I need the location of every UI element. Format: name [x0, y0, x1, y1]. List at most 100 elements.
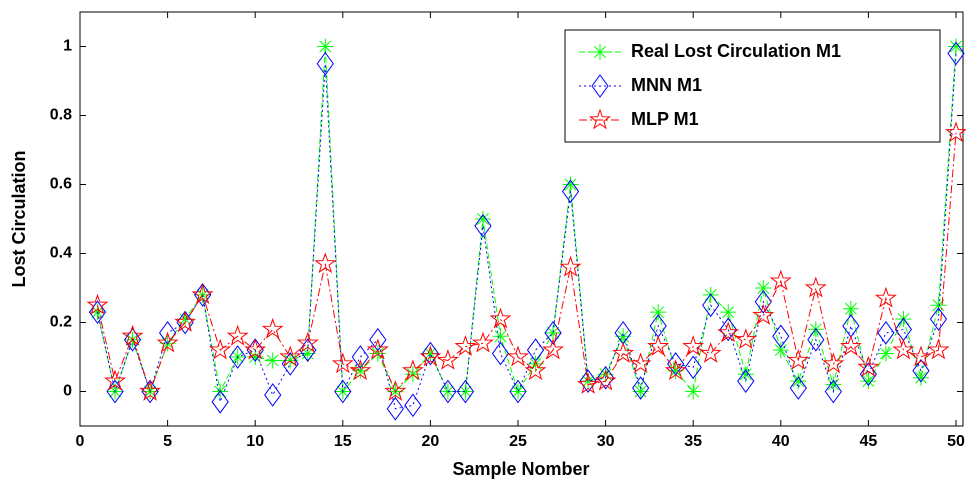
marker [457, 383, 474, 400]
marker [104, 369, 127, 391]
legend-box [564, 29, 941, 143]
x-tick-label: 30 [597, 433, 615, 450]
marker [667, 362, 684, 379]
marker [545, 324, 562, 341]
x-tick-label: 25 [509, 433, 527, 450]
marker [474, 214, 492, 238]
marker [299, 345, 316, 362]
marker [492, 328, 509, 345]
marker [542, 338, 564, 360]
marker [456, 379, 475, 404]
marker [787, 348, 810, 370]
marker [842, 300, 859, 317]
marker [139, 379, 162, 401]
marker [702, 293, 720, 318]
marker [559, 255, 582, 277]
legend-label: Real Lost Circulation M1 [631, 41, 841, 61]
y-tick-label: 0.6 [50, 176, 72, 193]
x-tick-label: 40 [772, 433, 790, 450]
marker [615, 328, 632, 345]
marker [824, 379, 842, 404]
marker [755, 280, 772, 296]
x-tick-label: 5 [163, 433, 172, 450]
marker [596, 365, 615, 390]
marker [316, 51, 334, 76]
marker [419, 345, 442, 367]
marker [299, 338, 317, 362]
marker [629, 352, 652, 374]
y-tick-label: 0.4 [50, 245, 72, 262]
marker [859, 362, 878, 387]
marker [454, 335, 477, 356]
marker [947, 41, 965, 66]
marker [349, 359, 372, 381]
marker [141, 379, 159, 404]
marker [734, 328, 757, 350]
marker [929, 307, 948, 331]
y-tick-label: 1 [63, 38, 72, 55]
marker [562, 176, 579, 193]
marker [156, 331, 179, 353]
marker [579, 369, 597, 394]
marker [874, 286, 897, 308]
marker [807, 327, 825, 352]
x-tick-label: 35 [684, 433, 702, 450]
marker [632, 376, 650, 400]
x-tick-label: 0 [76, 433, 85, 450]
marker [176, 310, 194, 335]
marker [386, 396, 404, 421]
marker [912, 358, 930, 383]
marker [421, 341, 440, 366]
marker [264, 383, 282, 407]
marker [384, 379, 407, 401]
legend-label: MLP M1 [631, 109, 699, 129]
marker [507, 345, 529, 367]
marker [877, 345, 894, 362]
marker [720, 304, 737, 321]
marker [699, 342, 722, 363]
marker [334, 379, 352, 404]
marker [892, 338, 915, 360]
marker [524, 359, 547, 381]
y-tick-label: 0.8 [50, 107, 72, 124]
marker [930, 297, 947, 314]
marker [877, 320, 895, 345]
marker [772, 342, 789, 359]
marker [474, 211, 491, 227]
marker [491, 341, 510, 366]
marker [561, 179, 580, 204]
marker [352, 362, 369, 379]
marker [281, 352, 299, 376]
marker [664, 359, 687, 381]
marker [857, 355, 880, 377]
marker [825, 376, 842, 393]
marker [331, 352, 354, 374]
marker [772, 324, 790, 349]
y-tick-label: 0.2 [50, 314, 72, 331]
marker [436, 348, 459, 370]
marker [88, 300, 107, 325]
marker [927, 338, 950, 360]
marker [717, 321, 740, 343]
marker [544, 320, 562, 345]
marker [471, 331, 494, 353]
marker [682, 335, 705, 356]
marker [527, 355, 544, 372]
marker [737, 369, 755, 394]
marker [909, 345, 932, 367]
marker [737, 366, 754, 383]
series-line [97, 53, 957, 410]
marker [839, 335, 862, 356]
marker [296, 331, 319, 353]
marker [597, 366, 614, 383]
marker [945, 121, 966, 143]
marker [226, 324, 249, 346]
marker [404, 393, 422, 418]
marker [947, 38, 964, 55]
marker [264, 352, 281, 369]
marker [121, 324, 144, 346]
marker [174, 310, 197, 332]
marker [86, 293, 109, 315]
plot-frame [79, 11, 964, 427]
